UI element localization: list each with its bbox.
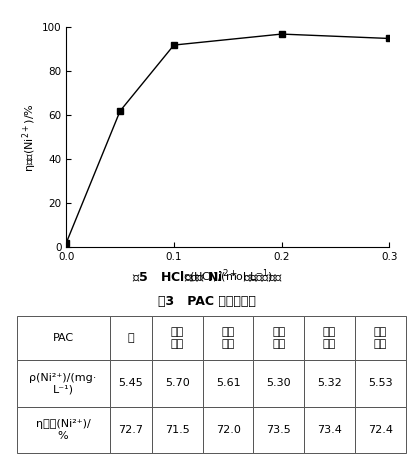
Y-axis label: η去除(Ni$^{2+}$)/%: η去除(Ni$^{2+}$)/% — [20, 103, 39, 172]
Text: 表3   PAC 的再生效果: 表3 PAC 的再生效果 — [158, 295, 255, 308]
Text: 图5   HCl浓度对 Ni$^{2+}$ 去除率的影响: 图5 HCl浓度对 Ni$^{2+}$ 去除率的影响 — [131, 268, 282, 285]
X-axis label: c(HCl)/(mol·L$^{-1}$): c(HCl)/(mol·L$^{-1}$) — [182, 268, 272, 285]
